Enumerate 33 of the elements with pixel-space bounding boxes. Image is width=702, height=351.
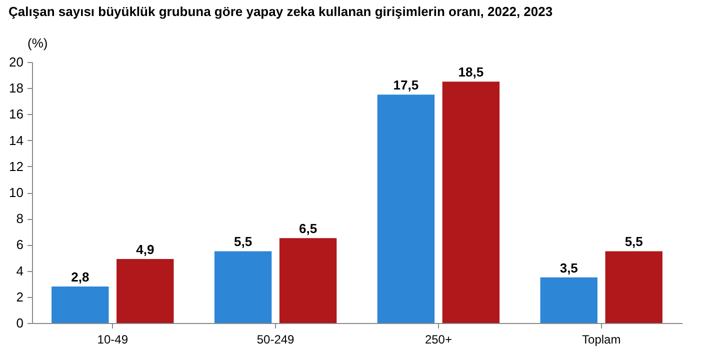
- x-tick-label: 50-249: [256, 332, 295, 346]
- bar: [279, 238, 337, 323]
- bar: [377, 94, 435, 323]
- data-label: 18,5: [458, 64, 484, 80]
- data-label: 4,9: [136, 242, 154, 258]
- data-label: 17,5: [393, 78, 419, 93]
- bar: [52, 286, 109, 323]
- y-tick-label: 8: [16, 211, 24, 226]
- data-label: 5,5: [624, 234, 643, 250]
- y-tick-label: 20: [9, 54, 24, 70]
- x-tick-label: Toplam: [582, 332, 621, 346]
- y-tick-label: 2: [16, 289, 24, 304]
- y-tick-label: 18: [9, 80, 24, 96]
- bar: [214, 251, 272, 323]
- y-tick-label: 6: [16, 237, 24, 252]
- bar: [116, 259, 174, 323]
- y-tick-label: 12: [9, 158, 24, 174]
- data-label: 6,5: [299, 221, 318, 236]
- y-tick-label: 0: [16, 316, 24, 330]
- data-label: 3,5: [560, 260, 578, 276]
- data-label: 5,5: [234, 234, 252, 250]
- y-tick-label: 4: [16, 263, 24, 278]
- y-tick-label: 10: [9, 185, 24, 200]
- bar: [442, 82, 500, 323]
- y-tick-label: 16: [9, 106, 24, 122]
- bar: [540, 277, 598, 323]
- bar: [605, 251, 662, 323]
- chart-title: Çalışan sayısı büyüklük grubuna göre yapay zeka kullanan girişimlerin oranı, 2022, 2023: [8, 4, 553, 19]
- x-tick-label: 10-49: [97, 332, 128, 346]
- y-axis-title: (%): [28, 36, 48, 50]
- data-label: 2,8: [71, 269, 90, 284]
- y-tick-label: 14: [9, 132, 24, 148]
- x-tick-label: 250+: [424, 332, 452, 346]
